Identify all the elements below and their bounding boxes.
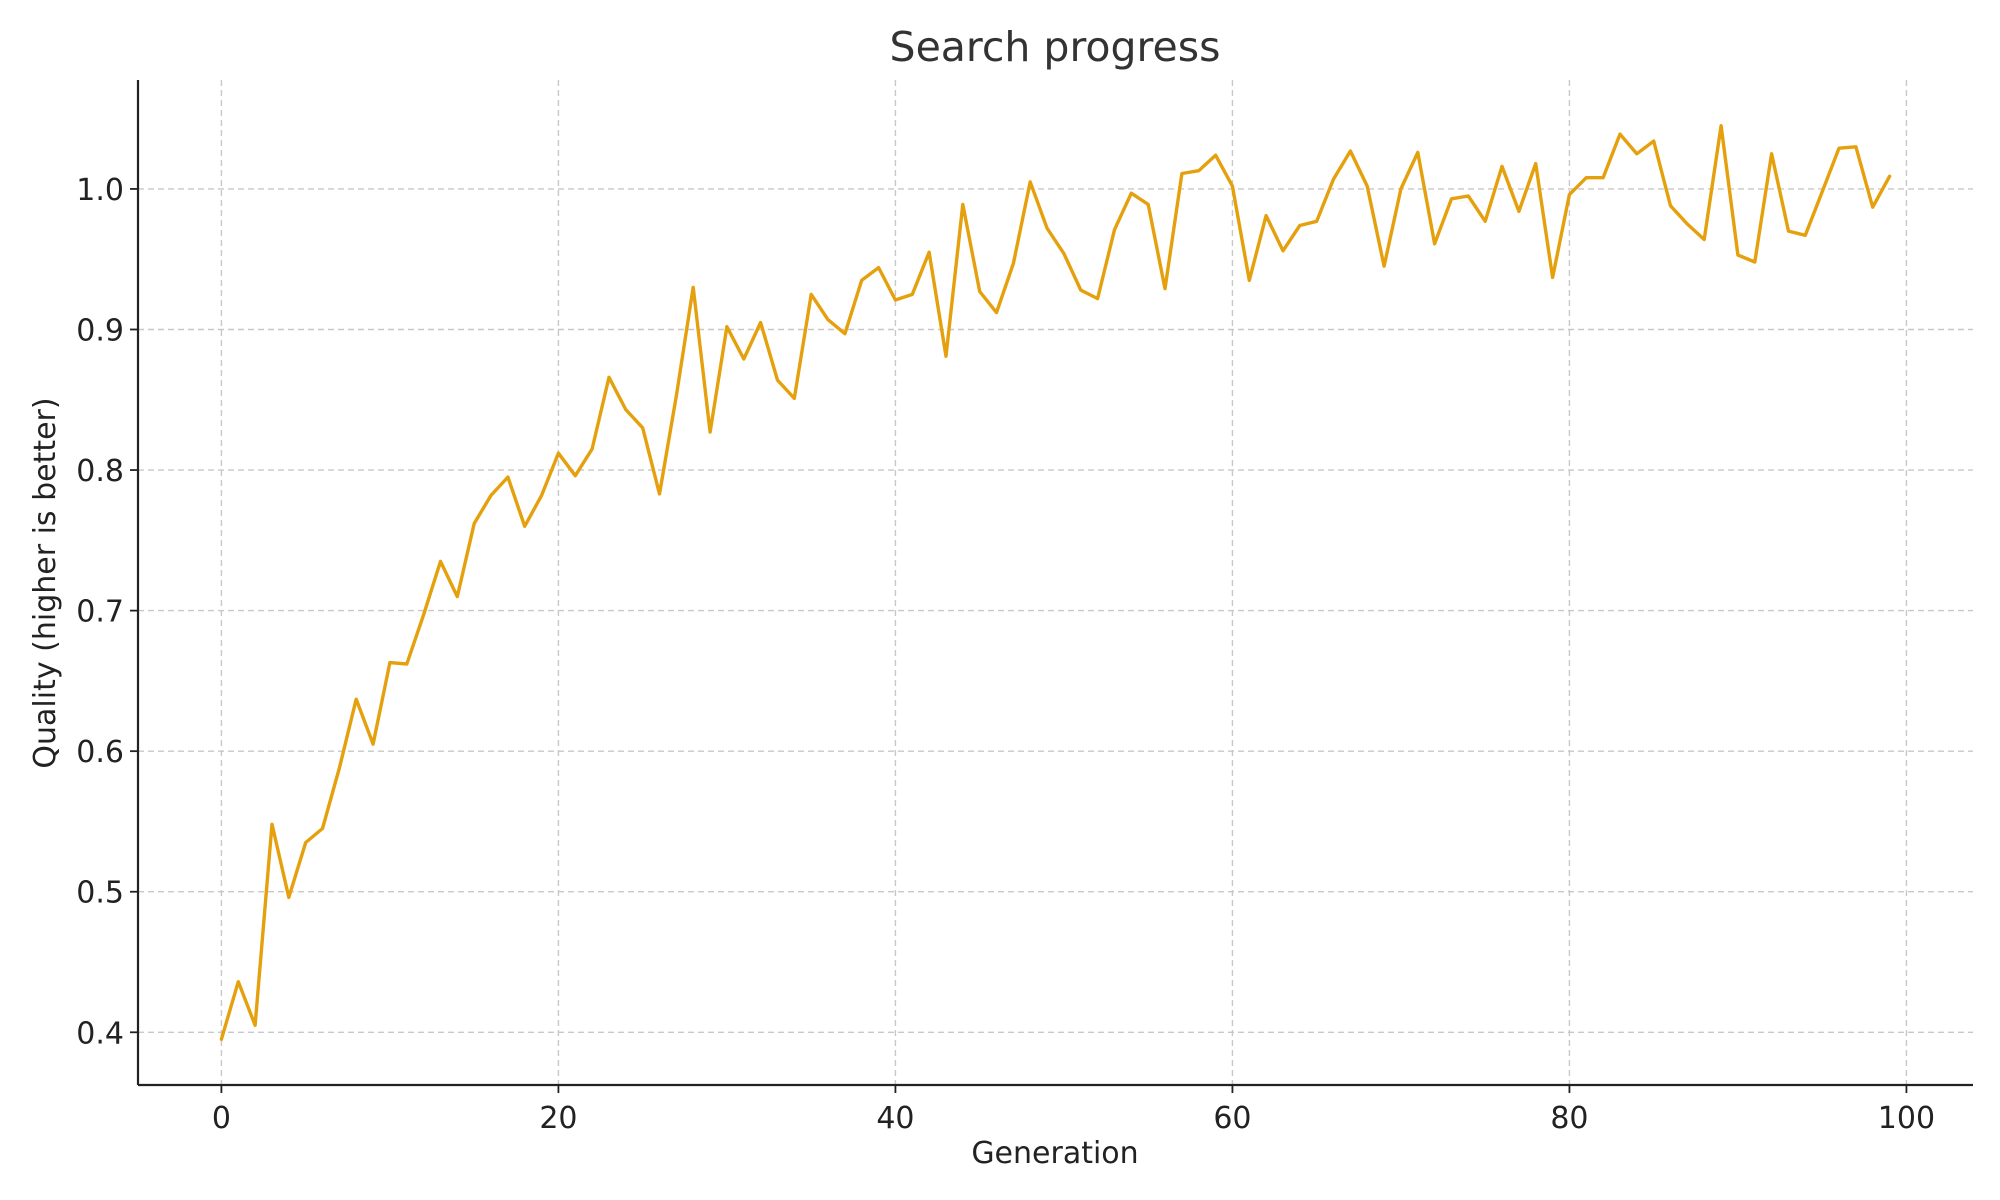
y-tick-label: 0.8 xyxy=(76,454,124,489)
chart-title: Search progress xyxy=(890,23,1221,71)
series-line xyxy=(219,123,1892,1042)
y-tick-label: 0.5 xyxy=(76,876,124,911)
x-axis-label: Generation xyxy=(971,1136,1138,1171)
y-tick-label: 0.7 xyxy=(76,595,124,630)
grid-layer xyxy=(138,80,1973,1085)
axes-layer xyxy=(136,80,1973,1087)
x-tick-label: 20 xyxy=(539,1101,577,1136)
ticks-layer: 0 20 40 60 80 100 0.4 0.5 0.6 0.7 0.8 0.9 1.0 xyxy=(76,173,1935,1136)
x-tick-label: 40 xyxy=(876,1101,914,1136)
y-tick-label: 0.6 xyxy=(76,735,124,770)
y-axis-label: Quality (higher is better) xyxy=(28,397,63,768)
x-tick-label: 0 xyxy=(212,1101,231,1136)
y-tick-label: 1.0 xyxy=(76,173,124,208)
x-tick-label: 80 xyxy=(1550,1101,1588,1136)
x-tick-label: 100 xyxy=(1878,1101,1935,1136)
y-tick-label: 0.4 xyxy=(76,1016,124,1051)
x-tick-label: 60 xyxy=(1213,1101,1251,1136)
series-layer xyxy=(219,123,1892,1042)
y-tick-label: 0.9 xyxy=(76,313,124,348)
